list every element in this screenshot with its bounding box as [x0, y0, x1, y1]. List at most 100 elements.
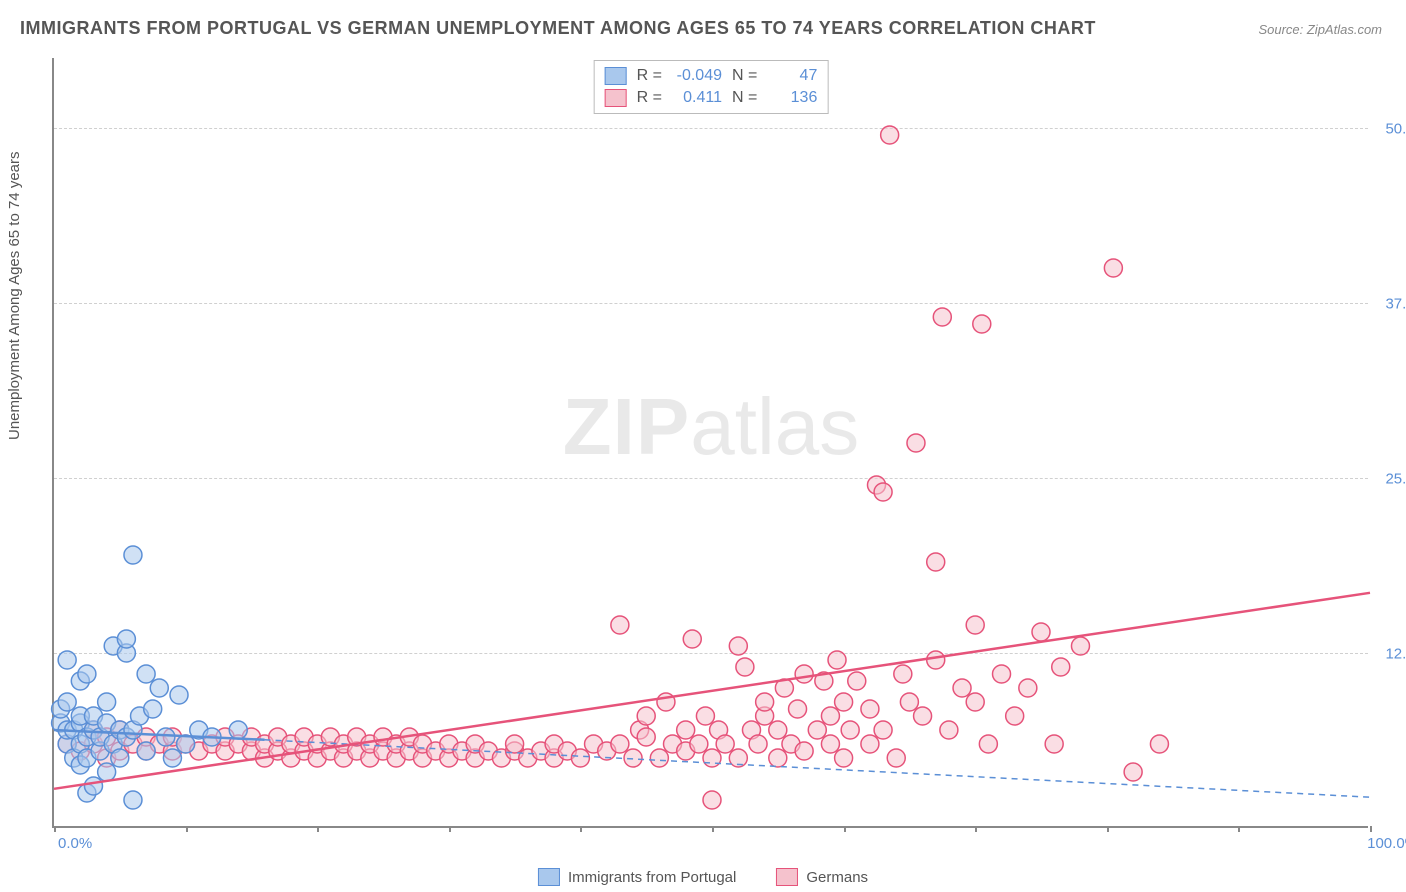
- n-label: N =: [732, 89, 757, 107]
- data-point: [808, 721, 826, 739]
- data-point: [861, 700, 879, 718]
- data-point: [124, 791, 142, 809]
- data-point: [84, 777, 102, 795]
- data-point: [841, 721, 859, 739]
- x-tick: [1238, 826, 1240, 832]
- x-tick: [975, 826, 977, 832]
- data-point: [848, 672, 866, 690]
- data-point: [703, 791, 721, 809]
- swatch-germans: [605, 89, 627, 107]
- data-point: [1019, 679, 1037, 697]
- legend-swatch-germans: [776, 868, 798, 886]
- x-tick: [186, 826, 188, 832]
- legend: Immigrants from Portugal Germans: [538, 868, 868, 886]
- y-axis-label: Unemployment Among Ages 65 to 74 years: [6, 151, 23, 440]
- x-tick: [1370, 826, 1372, 832]
- data-point: [729, 637, 747, 655]
- y-tick-label: 50.0%: [1385, 121, 1406, 138]
- data-point: [683, 630, 701, 648]
- data-point: [1052, 658, 1070, 676]
- data-point: [927, 553, 945, 571]
- legend-label-portugal: Immigrants from Portugal: [568, 869, 736, 886]
- legend-swatch-portugal: [538, 868, 560, 886]
- x-tick: [580, 826, 582, 832]
- data-point: [124, 546, 142, 564]
- data-point: [828, 651, 846, 669]
- data-point: [170, 686, 188, 704]
- data-point: [973, 315, 991, 333]
- data-point: [506, 735, 524, 753]
- data-point: [144, 700, 162, 718]
- data-point: [940, 721, 958, 739]
- data-point: [769, 721, 787, 739]
- data-point: [696, 707, 714, 725]
- data-point: [677, 721, 695, 739]
- legend-item-portugal: Immigrants from Portugal: [538, 868, 736, 886]
- data-point: [571, 749, 589, 767]
- x-tick: [449, 826, 451, 832]
- data-point: [1124, 763, 1142, 781]
- data-point: [98, 693, 116, 711]
- scatter-svg: [54, 58, 1368, 826]
- data-point: [953, 679, 971, 697]
- data-point: [611, 735, 629, 753]
- data-point: [874, 721, 892, 739]
- data-point: [703, 749, 721, 767]
- data-point: [1071, 637, 1089, 655]
- data-point: [993, 665, 1011, 683]
- x-axis-min-label: 0.0%: [58, 835, 92, 852]
- data-point: [229, 721, 247, 739]
- stat-row-germans: R = 0.411 N = 136: [605, 87, 818, 109]
- data-point: [1032, 623, 1050, 641]
- legend-item-germans: Germans: [776, 868, 868, 886]
- y-tick-label: 25.0%: [1385, 471, 1406, 488]
- data-point: [637, 728, 655, 746]
- swatch-portugal: [605, 67, 627, 85]
- x-tick: [1107, 826, 1109, 832]
- trend-line: [265, 740, 1370, 797]
- x-tick: [317, 826, 319, 832]
- data-point: [1104, 259, 1122, 277]
- n-value-portugal: 47: [767, 67, 817, 85]
- y-tick-label: 37.5%: [1385, 296, 1406, 313]
- legend-label-germans: Germans: [806, 869, 868, 886]
- data-point: [749, 735, 767, 753]
- data-point: [887, 749, 905, 767]
- data-point: [861, 735, 879, 753]
- chart-title: IMMIGRANTS FROM PORTUGAL VS GERMAN UNEMP…: [20, 18, 1096, 39]
- y-tick-label: 12.5%: [1385, 646, 1406, 663]
- data-point: [914, 707, 932, 725]
- source-attribution: Source: ZipAtlas.com: [1258, 22, 1382, 37]
- data-point: [874, 483, 892, 501]
- data-point: [611, 616, 629, 634]
- data-point: [111, 749, 129, 767]
- r-value-portugal: -0.049: [672, 67, 722, 85]
- data-point: [150, 679, 168, 697]
- data-point: [979, 735, 997, 753]
- data-point: [894, 665, 912, 683]
- data-point: [835, 749, 853, 767]
- x-tick: [54, 826, 56, 832]
- data-point: [624, 749, 642, 767]
- x-axis-max-label: 100.0%: [1367, 835, 1406, 852]
- r-label: R =: [637, 67, 662, 85]
- data-point: [690, 735, 708, 753]
- data-point: [927, 651, 945, 669]
- x-tick: [844, 826, 846, 832]
- data-point: [789, 700, 807, 718]
- data-point: [795, 742, 813, 760]
- data-point: [795, 665, 813, 683]
- data-point: [821, 735, 839, 753]
- data-point: [907, 434, 925, 452]
- x-tick: [712, 826, 714, 832]
- data-point: [157, 728, 175, 746]
- data-point: [881, 126, 899, 144]
- r-label: R =: [637, 89, 662, 107]
- data-point: [966, 616, 984, 634]
- data-point: [769, 749, 787, 767]
- data-point: [1150, 735, 1168, 753]
- data-point: [78, 665, 96, 683]
- data-point: [933, 308, 951, 326]
- data-point: [966, 693, 984, 711]
- data-point: [177, 735, 195, 753]
